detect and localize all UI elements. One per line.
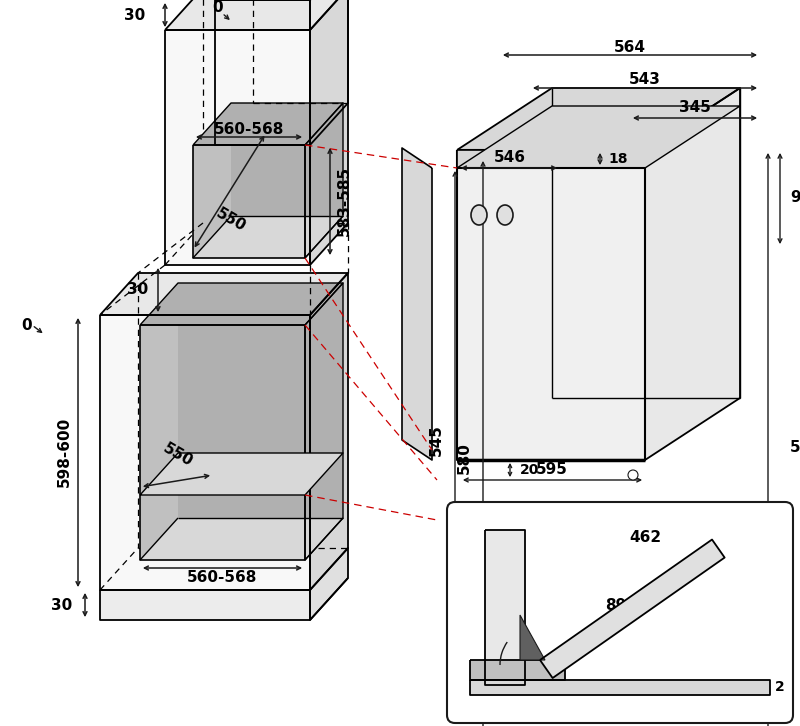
- Polygon shape: [310, 548, 348, 620]
- Text: 18: 18: [608, 152, 627, 166]
- Polygon shape: [457, 150, 645, 460]
- Polygon shape: [100, 315, 310, 590]
- Text: 89: 89: [605, 597, 626, 613]
- Polygon shape: [140, 283, 343, 325]
- Polygon shape: [310, 0, 348, 265]
- Text: 20: 20: [520, 463, 539, 477]
- Text: 550: 550: [161, 441, 195, 470]
- Text: 543: 543: [629, 73, 661, 88]
- Text: 597: 597: [790, 441, 800, 455]
- Text: 30: 30: [126, 282, 148, 298]
- Text: 560-568: 560-568: [214, 121, 284, 136]
- Polygon shape: [520, 615, 545, 660]
- Text: 550: 550: [214, 205, 249, 234]
- Polygon shape: [470, 680, 770, 695]
- Text: 598-600: 598-600: [57, 417, 71, 487]
- Polygon shape: [310, 273, 348, 590]
- Polygon shape: [470, 660, 565, 680]
- Polygon shape: [402, 148, 432, 460]
- Text: 580: 580: [457, 442, 472, 474]
- FancyBboxPatch shape: [447, 502, 793, 723]
- Polygon shape: [165, 30, 310, 265]
- Text: 0: 0: [22, 317, 32, 333]
- Polygon shape: [215, 0, 310, 145]
- Circle shape: [628, 470, 638, 480]
- Polygon shape: [231, 103, 343, 216]
- Text: 0: 0: [213, 1, 223, 15]
- Polygon shape: [305, 283, 343, 560]
- Polygon shape: [193, 216, 343, 258]
- Text: 2: 2: [775, 680, 785, 694]
- Polygon shape: [140, 325, 305, 560]
- Polygon shape: [457, 88, 740, 150]
- Text: 595: 595: [536, 462, 568, 478]
- Polygon shape: [140, 453, 343, 495]
- Text: 462: 462: [629, 531, 661, 545]
- Text: 560-568: 560-568: [187, 571, 257, 585]
- Polygon shape: [485, 530, 525, 685]
- Text: 564: 564: [614, 41, 646, 55]
- Text: 546: 546: [494, 150, 526, 166]
- Text: 30: 30: [50, 597, 72, 613]
- Polygon shape: [305, 103, 343, 258]
- Polygon shape: [310, 0, 348, 145]
- Text: 545: 545: [429, 424, 444, 456]
- Polygon shape: [193, 103, 343, 145]
- Polygon shape: [165, 0, 348, 30]
- Text: 583-585: 583-585: [337, 166, 352, 236]
- Text: 345: 345: [679, 100, 711, 115]
- Polygon shape: [457, 150, 645, 168]
- Polygon shape: [457, 106, 740, 168]
- Text: 97: 97: [790, 190, 800, 205]
- Polygon shape: [540, 539, 725, 678]
- Polygon shape: [100, 273, 348, 315]
- Ellipse shape: [471, 205, 487, 225]
- Text: 30: 30: [124, 7, 145, 23]
- Polygon shape: [100, 590, 310, 620]
- Polygon shape: [140, 518, 343, 560]
- Polygon shape: [645, 88, 740, 460]
- Polygon shape: [193, 145, 305, 258]
- Polygon shape: [178, 283, 343, 518]
- Ellipse shape: [497, 205, 513, 225]
